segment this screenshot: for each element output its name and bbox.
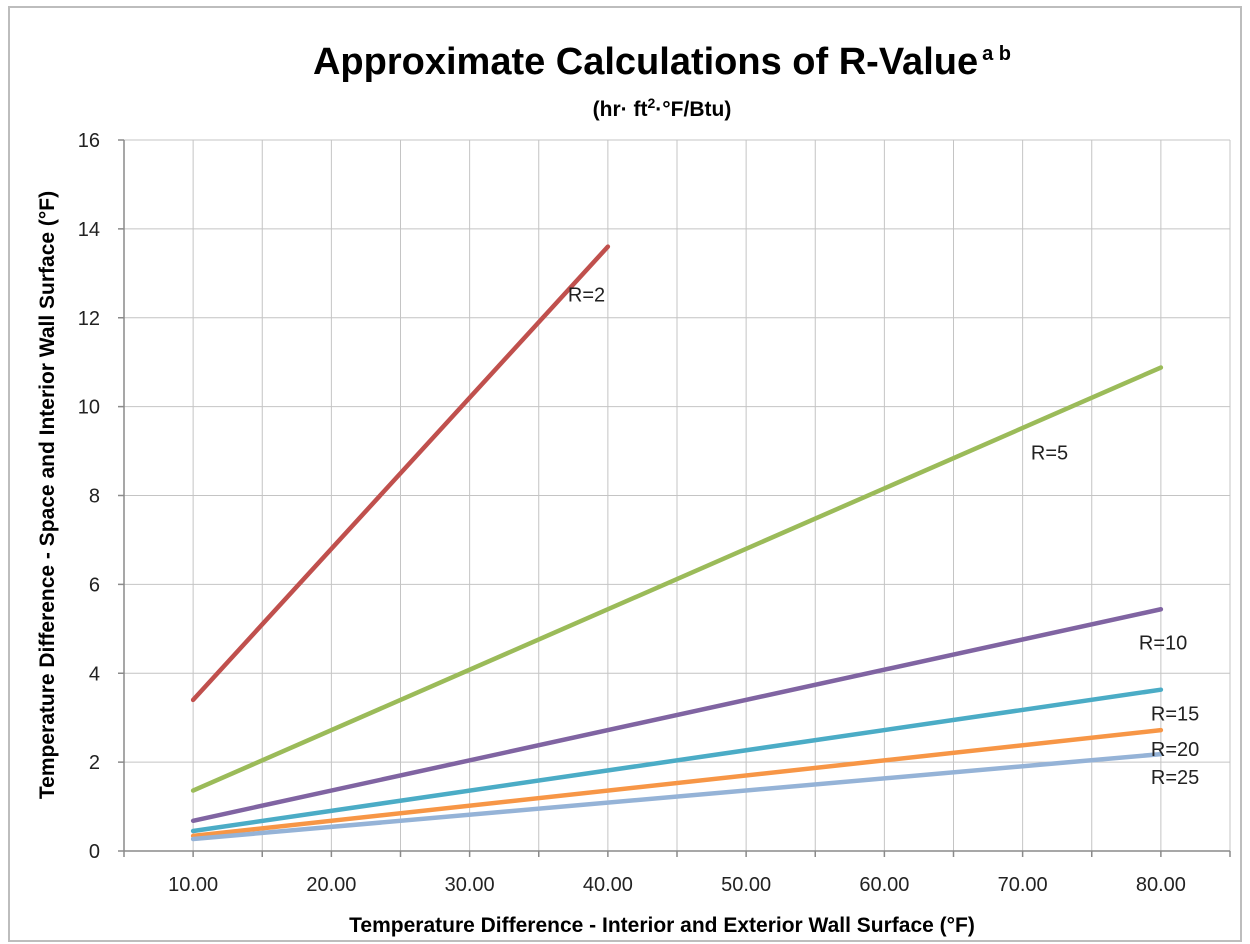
y-axis-title: Temperature Difference - Space and Inter… (36, 191, 59, 799)
tick-labels: 0 2 4 6 8 10 12 14 16 10.00 20.00 30.00 40.00 50.00 60… (78, 130, 1186, 896)
series-label-r-20: R=20 (1151, 739, 1199, 761)
series-labels: R=2 R=5 R=10 R=15 R=20 R=25 (568, 285, 1199, 789)
series-lines (190, 244, 1164, 842)
x-tick-label: 80.00 (1136, 874, 1186, 896)
x-tick-label: 70.00 (998, 874, 1048, 896)
series-line-r-15 (190, 687, 1164, 834)
series-line-r-20 (190, 727, 1164, 839)
y-tick-label: 6 (89, 574, 100, 596)
chart-frame (8, 6, 1242, 942)
y-tick-label: 8 (89, 486, 100, 508)
x-tick-label: 30.00 (445, 874, 495, 896)
y-tick-label: 4 (89, 663, 100, 685)
y-tick-label: 0 (89, 841, 100, 863)
x-tick-label: 40.00 (583, 874, 633, 896)
series-line-r-5 (190, 365, 1164, 793)
series-label-r-10: R=10 (1139, 632, 1187, 654)
x-tick-label: 50.00 (721, 874, 771, 896)
series-label-r-5: R=5 (1031, 443, 1068, 465)
y-tick-label: 10 (78, 397, 100, 419)
grid (124, 139, 1231, 851)
series-label-r-2: R=2 (568, 285, 605, 307)
y-tick-label: 16 (78, 130, 100, 152)
x-axis-title: Temperature Difference - Interior and Ex… (349, 914, 975, 937)
series-label-r-25: R=25 (1151, 767, 1199, 789)
series-line-r-2 (190, 244, 611, 703)
series-line-r-10 (190, 607, 1164, 824)
y-tick-label: 14 (78, 219, 100, 241)
series-line-r-25 (190, 751, 1164, 842)
title-superscript: a b (982, 43, 1011, 65)
x-tick-label: 20.00 (306, 874, 356, 896)
chart-title: Approximate Calculations of R-Value a b (313, 41, 1011, 83)
y-tick-label: 2 (89, 752, 100, 774)
y-tick-label: 12 (78, 308, 100, 330)
x-tick-label: 10.00 (168, 874, 218, 896)
chart-subtitle: (hr· ft2·°F/Btu) (593, 95, 732, 121)
axes (118, 139, 1231, 857)
series-label-r-15: R=15 (1151, 704, 1199, 726)
x-tick-label: 60.00 (859, 874, 909, 896)
